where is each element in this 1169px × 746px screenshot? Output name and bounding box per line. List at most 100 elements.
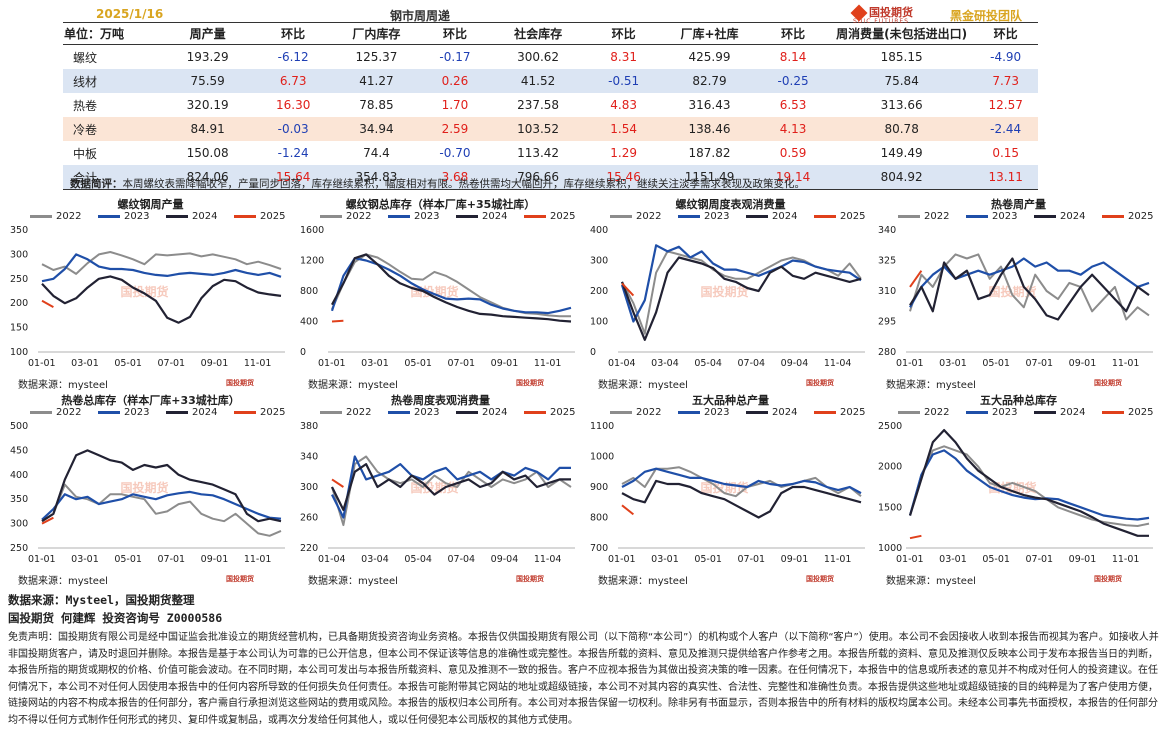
value-cell: 185.15 [880, 50, 923, 64]
legend-label: 2022 [56, 211, 82, 222]
legend-label: 2022 [924, 407, 950, 418]
x-tick-label: 09-04 [781, 358, 809, 369]
y-tick-label: 300 [10, 519, 28, 530]
legend-label: 2022 [924, 211, 950, 222]
legend-swatch [898, 214, 920, 218]
x-tick-label: 05-04 [694, 358, 722, 369]
change-cell: 6.73 [251, 69, 335, 93]
legend-label: 2025 [550, 211, 576, 222]
chart-source: 数据来源：mysteel [886, 576, 976, 587]
value-cell: 113.42 [517, 146, 560, 160]
legend-item: 2024 [166, 211, 217, 222]
series-line-2023 [908, 449, 1150, 521]
chart-plot: 280 295 310 325 340 01-01 03-01 05-01 07-01 09-01… [878, 225, 1153, 369]
chart-panel: 热卷周产量 2022 2023 2024 2025 280 295 310 325 340 01-0… [876, 196, 1161, 391]
legend-swatch [524, 410, 546, 414]
series-line-2022 [621, 466, 862, 498]
value-cell: 313.66 [880, 98, 923, 112]
value-cell: 41.27 [334, 69, 419, 93]
legend-item: 2024 [746, 211, 797, 222]
x-tick-label: 01-01 [318, 358, 346, 369]
y-tick-label: 400 [300, 317, 318, 328]
value-cell: 138.46 [662, 117, 757, 141]
legend-item: 2023 [678, 407, 729, 418]
change-cell: 13.11 [973, 165, 1038, 190]
chart-source-logo: 国投期货 [1094, 379, 1122, 387]
y-tick-label: 380 [300, 421, 318, 432]
table-header-cell: 单位：万吨 [63, 22, 164, 45]
watermark: 国投期货 [121, 480, 169, 495]
series-line-2022 [41, 251, 282, 275]
y-tick-label: 250 [10, 274, 28, 285]
chart-source-logo: 国投期货 [516, 575, 544, 583]
series-line-2024 [620, 256, 862, 341]
value-cell: 125.37 [355, 50, 398, 64]
value-cell: 796.66 [491, 165, 585, 190]
x-tick-label: 05-01 [114, 554, 142, 565]
change-cell: 1.54 [584, 117, 663, 141]
watermark: 国投期货 [411, 284, 459, 299]
legend-swatch [30, 410, 52, 414]
table-header-cell: 周产量 [163, 22, 252, 45]
y-tick-label: 150 [10, 323, 28, 334]
chart-plot: 100 150 200 250 300 350 01-01 03-01 05-01 07-01 09… [10, 225, 285, 369]
series-line-2023 [41, 490, 282, 521]
y-tick-label: 350 [10, 494, 28, 505]
chart-panel: 五大品种总库存 2022 2023 2024 2025 1000 1500 2000 2500 0… [876, 392, 1161, 587]
legend-label: 2025 [840, 211, 866, 222]
legend-item: 2023 [678, 211, 729, 222]
table-header-row: 单位：万吨 周产量 环比 厂内库存 环比 社会库存 环比 厂库+社库 环比 周消费量(未包括进出口… [63, 22, 1038, 45]
x-tick-label: 07-01 [448, 358, 476, 369]
x-tick-label: 11-04 [824, 358, 852, 369]
value-cell: 425.99 [688, 50, 731, 64]
chart-title: 五大品种总库存 [980, 394, 1057, 407]
legend-label: 2024 [772, 211, 798, 222]
legend-label: 2022 [56, 407, 82, 418]
change-cell: 7.73 [973, 69, 1038, 93]
legend-label: 2023 [124, 407, 150, 418]
legend-swatch [98, 410, 120, 414]
series-line-2025 [621, 282, 635, 297]
x-tick-label: 07-04 [738, 358, 766, 369]
legend-label: 2025 [550, 407, 576, 418]
table-header-cell: 环比 [418, 22, 492, 45]
y-tick-label: 100 [590, 317, 608, 328]
legend-label: 2022 [636, 211, 662, 222]
company-logo: 国投期货 SDIC FUTURES [850, 4, 913, 25]
x-tick-label: 03-01 [939, 358, 967, 369]
series-line-2024 [908, 429, 1149, 537]
legend-swatch [746, 214, 768, 218]
y-tick-label: 2500 [878, 421, 902, 432]
legend-swatch [610, 410, 632, 414]
legend-item: 2023 [388, 211, 439, 222]
legend-label: 2025 [1128, 211, 1154, 222]
value-cell: 1151.49 [662, 165, 757, 190]
series-line-2023 [621, 467, 862, 495]
y-tick-label: 300 [10, 249, 28, 260]
y-tick-label: 200 [10, 298, 28, 309]
legend-item: 2025 [814, 407, 865, 418]
chart-source: 数据来源：mysteel [18, 380, 108, 391]
legend-item: 2024 [456, 407, 507, 418]
legend-swatch [320, 214, 342, 218]
x-tick-label: 07-01 [1026, 358, 1054, 369]
y-tick-label: 350 [10, 225, 28, 236]
legend-label: 2025 [260, 211, 286, 222]
comment-label: 数据简评： [70, 178, 123, 190]
y-tick-label: 800 [590, 513, 608, 524]
series-line-2024 [909, 257, 1150, 321]
legend-swatch [166, 410, 188, 414]
change-cell: 2.59 [418, 117, 492, 141]
x-tick-label: 01-04 [318, 554, 346, 565]
legend-swatch [388, 214, 410, 218]
chart-source-logo: 国投期货 [226, 575, 254, 583]
change-cell: -0.03 [251, 117, 335, 141]
x-tick-label: 09-01 [201, 358, 229, 369]
value-cell: 75.84 [829, 69, 974, 93]
change-cell: 4.13 [756, 117, 830, 141]
chart-source-logo: 国投期货 [1094, 575, 1122, 583]
legend-item: 2022 [320, 407, 371, 418]
table-header-cell: 环比 [584, 22, 663, 45]
change-cell: 8.31 [610, 50, 637, 64]
series-line-2025 [331, 319, 344, 323]
